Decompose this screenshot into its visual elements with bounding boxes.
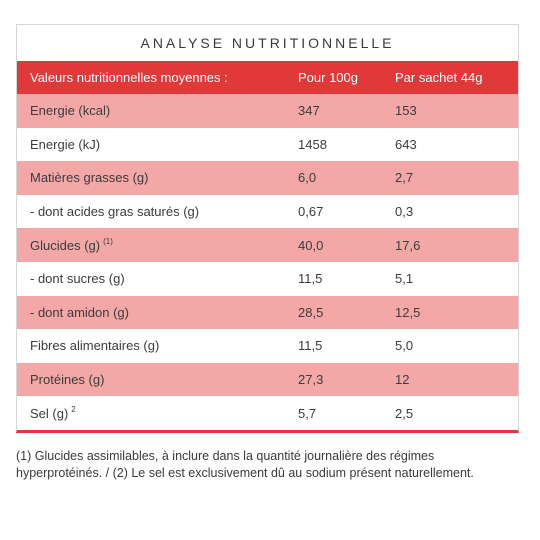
value-per-100g: 27,3 bbox=[298, 372, 324, 388]
value-per-100g: 0,67 bbox=[298, 204, 324, 220]
value-per-sachet: 153 bbox=[395, 103, 417, 119]
table-header-row: Valeurs nutritionnelles moyennes : Pour … bbox=[17, 61, 518, 94]
nutrient-label: Energie (kcal) bbox=[30, 103, 111, 119]
value-per-100g: 1458 bbox=[298, 136, 327, 152]
value-per-sachet: 2,5 bbox=[395, 405, 414, 421]
nutrition-panel: ANALYSE NUTRITIONNELLE Valeurs nutrition… bbox=[16, 24, 519, 433]
footnote-text: (1) Glucides assimilables, à inclure dan… bbox=[16, 449, 474, 480]
value-per-sachet: 12 bbox=[395, 372, 410, 388]
table-row: Energie (kJ) 1458 643 bbox=[17, 127, 518, 162]
value-per-100g: 347 bbox=[298, 103, 320, 119]
header-per-100g: Pour 100g bbox=[298, 70, 358, 85]
table-row: Energie (kcal) 347 153 bbox=[17, 94, 518, 128]
table-row: Protéines (g) 27,3 12 bbox=[17, 362, 518, 397]
footnote-marker: (1) bbox=[103, 237, 113, 247]
value-per-100g: 40,0 bbox=[298, 237, 324, 253]
header-per-sachet: Par sachet 44g bbox=[395, 70, 483, 85]
value-per-100g: 28,5 bbox=[298, 304, 324, 320]
panel-title: ANALYSE NUTRITIONNELLE bbox=[140, 35, 395, 51]
value-per-sachet: 17,6 bbox=[395, 237, 421, 253]
table-row: Glucides (g) (1) 40,0 17,6 bbox=[17, 228, 518, 262]
nutrient-label: - dont amidon (g) bbox=[30, 304, 129, 320]
value-per-sachet: 643 bbox=[395, 136, 417, 152]
nutrient-label: - dont sucres (g) bbox=[30, 271, 125, 287]
table-row: - dont acides gras saturés (g) 0,67 0,3 bbox=[17, 194, 518, 229]
table-row: Sel (g) 2 5,7 2,5 bbox=[17, 396, 518, 430]
nutrient-label: Matières grasses (g) bbox=[30, 170, 149, 186]
value-per-sachet: 2,7 bbox=[395, 170, 414, 186]
footnote-marker: 2 bbox=[71, 405, 76, 415]
nutrient-label: Glucides (g) (1) bbox=[30, 237, 113, 253]
value-per-sachet: 5,1 bbox=[395, 271, 414, 287]
nutrient-label: - dont acides gras saturés (g) bbox=[30, 204, 200, 220]
table-row: - dont sucres (g) 11,5 5,1 bbox=[17, 261, 518, 296]
value-per-100g: 11,5 bbox=[298, 271, 323, 287]
table-row: Fibres alimentaires (g) 11,5 5,0 bbox=[17, 329, 518, 363]
table-row: Matières grasses (g) 6,0 2,7 bbox=[17, 161, 518, 195]
value-per-sachet: 0,3 bbox=[395, 204, 414, 220]
nutrient-label: Sel (g) 2 bbox=[30, 405, 76, 421]
value-per-100g: 11,5 bbox=[298, 338, 323, 354]
value-per-100g: 6,0 bbox=[298, 170, 317, 186]
nutrient-label: Fibres alimentaires (g) bbox=[30, 338, 160, 354]
nutrition-table: Valeurs nutritionnelles moyennes : Pour … bbox=[17, 61, 518, 430]
nutrient-label: Protéines (g) bbox=[30, 372, 105, 388]
table-row: - dont amidon (g) 28,5 12,5 bbox=[17, 295, 518, 330]
header-nutrient: Valeurs nutritionnelles moyennes : bbox=[30, 70, 228, 85]
value-per-sachet: 12,5 bbox=[395, 304, 421, 320]
value-per-100g: 5,7 bbox=[298, 405, 317, 421]
value-per-sachet: 5,0 bbox=[395, 338, 414, 354]
nutrient-label: Energie (kJ) bbox=[30, 136, 101, 152]
